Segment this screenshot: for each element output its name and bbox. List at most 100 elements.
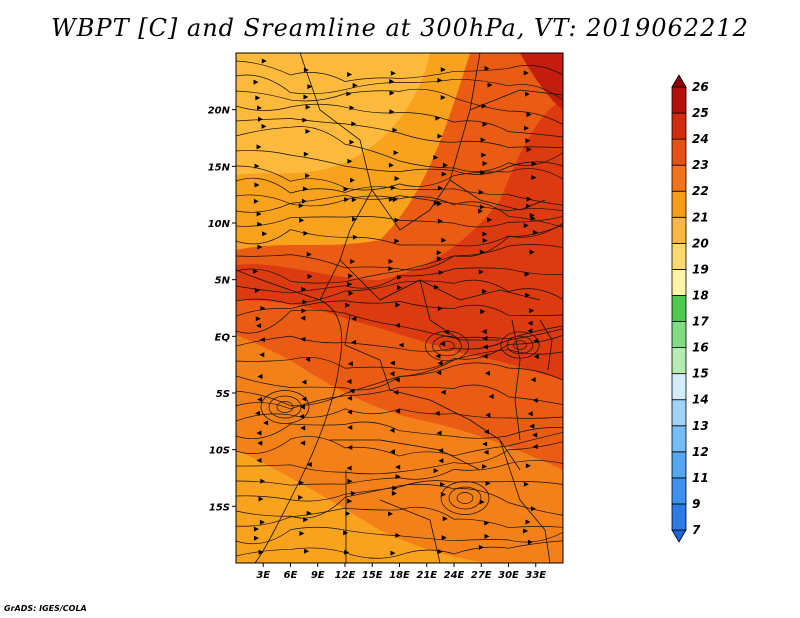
colorbar-box bbox=[671, 425, 687, 453]
streamline-arrow bbox=[483, 429, 489, 435]
colorbar-box bbox=[671, 477, 687, 505]
streamline-arrow bbox=[442, 516, 448, 522]
streamline-arrow bbox=[389, 109, 395, 115]
streamline-arrow bbox=[437, 77, 443, 83]
colorbar-level-label: 20 bbox=[692, 236, 709, 250]
colorbar-box bbox=[671, 321, 687, 348]
colorbar-level-label: 18 bbox=[692, 288, 709, 302]
streamline-arrow bbox=[257, 440, 263, 446]
streamline-arrow bbox=[530, 377, 536, 383]
colorbar-level-label: 17 bbox=[692, 315, 709, 329]
streamline bbox=[236, 177, 563, 206]
streamline-arrow bbox=[303, 517, 309, 523]
streamline bbox=[236, 216, 563, 228]
streamline bbox=[236, 328, 563, 352]
streamline-arrow bbox=[524, 271, 530, 277]
streamline-arrow bbox=[485, 412, 491, 418]
streamline-arrow bbox=[484, 65, 490, 71]
lon-tick-label: 12E bbox=[335, 570, 356, 581]
streamline-arrow bbox=[526, 112, 532, 118]
streamline bbox=[236, 279, 563, 305]
colorbar-box bbox=[671, 216, 687, 244]
streamline-arrow bbox=[523, 528, 529, 534]
streamline-arrow bbox=[346, 91, 352, 97]
streamline-arrow bbox=[351, 339, 357, 345]
streamline-arrow bbox=[526, 196, 532, 202]
streamline-arrow bbox=[395, 532, 401, 538]
streamline-arrow bbox=[349, 105, 355, 111]
streamline-arrow bbox=[299, 480, 305, 486]
streamline-arrow bbox=[389, 79, 395, 85]
streamline-arrow bbox=[300, 425, 306, 431]
streamline-arrow bbox=[478, 189, 484, 195]
streamline-arrow bbox=[433, 155, 439, 161]
streamline-arrow bbox=[479, 249, 485, 255]
streamline-arrow bbox=[262, 231, 268, 237]
streamline-arrow bbox=[436, 370, 442, 376]
streamline-arrow bbox=[257, 374, 263, 380]
colorbar-level-label: 14 bbox=[692, 393, 709, 407]
streamline bbox=[236, 150, 563, 175]
streamline-arrow bbox=[396, 274, 402, 280]
colorbar-level-label: 25 bbox=[692, 106, 709, 120]
streamline-arrow bbox=[257, 244, 263, 250]
lat-tick-label: EQ bbox=[215, 332, 231, 343]
field-region-south-cool bbox=[236, 450, 500, 563]
lon-tick-label: 24E bbox=[444, 570, 465, 581]
streamline-arrow bbox=[395, 408, 401, 414]
streamline-arrow bbox=[300, 336, 306, 342]
streamline-arrow bbox=[348, 290, 354, 296]
streamline-arrow bbox=[394, 323, 400, 329]
lon-tick-label: 18E bbox=[389, 570, 410, 581]
streamline-arrow bbox=[438, 448, 444, 454]
lat-tick-label: 15N bbox=[208, 162, 231, 173]
streamline bbox=[236, 118, 563, 149]
streamline-arrow bbox=[351, 316, 357, 322]
streamline-arrow bbox=[531, 161, 537, 167]
streamline-arrow bbox=[480, 137, 486, 143]
streamline-arrow bbox=[532, 397, 538, 403]
colorbar-low-arrow bbox=[671, 529, 687, 543]
streamline bbox=[236, 506, 563, 529]
streamline-arrow bbox=[303, 94, 309, 100]
streamline bbox=[236, 441, 563, 475]
streamline-arrow bbox=[529, 308, 535, 314]
streamline-arrow bbox=[395, 464, 401, 470]
streamline-arrow bbox=[305, 356, 311, 362]
streamline-arrow bbox=[253, 526, 259, 532]
streamline-arrow bbox=[488, 394, 494, 400]
streamline-arrow bbox=[349, 139, 355, 145]
streamline-arrow bbox=[352, 234, 358, 240]
streamline-arrow bbox=[532, 444, 538, 450]
streamline-arrow bbox=[352, 82, 358, 88]
streamline-arrow bbox=[393, 150, 399, 156]
streamline-arrow bbox=[482, 237, 488, 243]
streamline-arrow bbox=[526, 146, 532, 152]
streamline-arrow bbox=[525, 463, 531, 469]
streamline-arrow bbox=[435, 115, 441, 121]
streamline-arrow bbox=[349, 177, 355, 183]
streamline-arrow bbox=[478, 544, 484, 550]
streamline-arrow bbox=[433, 200, 439, 206]
streamline-arrow bbox=[253, 198, 259, 204]
colorbar-level-label: 7 bbox=[692, 523, 701, 537]
streamline-arrow bbox=[345, 511, 351, 517]
streamline-arrow bbox=[482, 344, 488, 350]
lat-tick-label: 5S bbox=[216, 389, 230, 400]
streamline-arrow bbox=[442, 162, 448, 168]
streamline-arrow bbox=[351, 216, 357, 222]
streamline-arrow bbox=[525, 138, 531, 144]
streamline-arrow bbox=[299, 217, 305, 223]
streamline-arrow bbox=[260, 478, 266, 484]
streamline-arrow bbox=[346, 379, 352, 385]
colorbar-level-label: 24 bbox=[692, 132, 709, 146]
streamline bbox=[236, 421, 563, 439]
streamline-arrow bbox=[390, 185, 396, 191]
streamline-arrow bbox=[305, 128, 311, 134]
colorbar-level-label: 23 bbox=[692, 158, 709, 172]
lat-tick-label: 10S bbox=[209, 446, 230, 457]
streamline-arrow bbox=[351, 197, 357, 203]
streamline-arrow bbox=[256, 144, 262, 150]
streamline-arrow bbox=[482, 353, 488, 359]
streamline bbox=[236, 267, 563, 294]
